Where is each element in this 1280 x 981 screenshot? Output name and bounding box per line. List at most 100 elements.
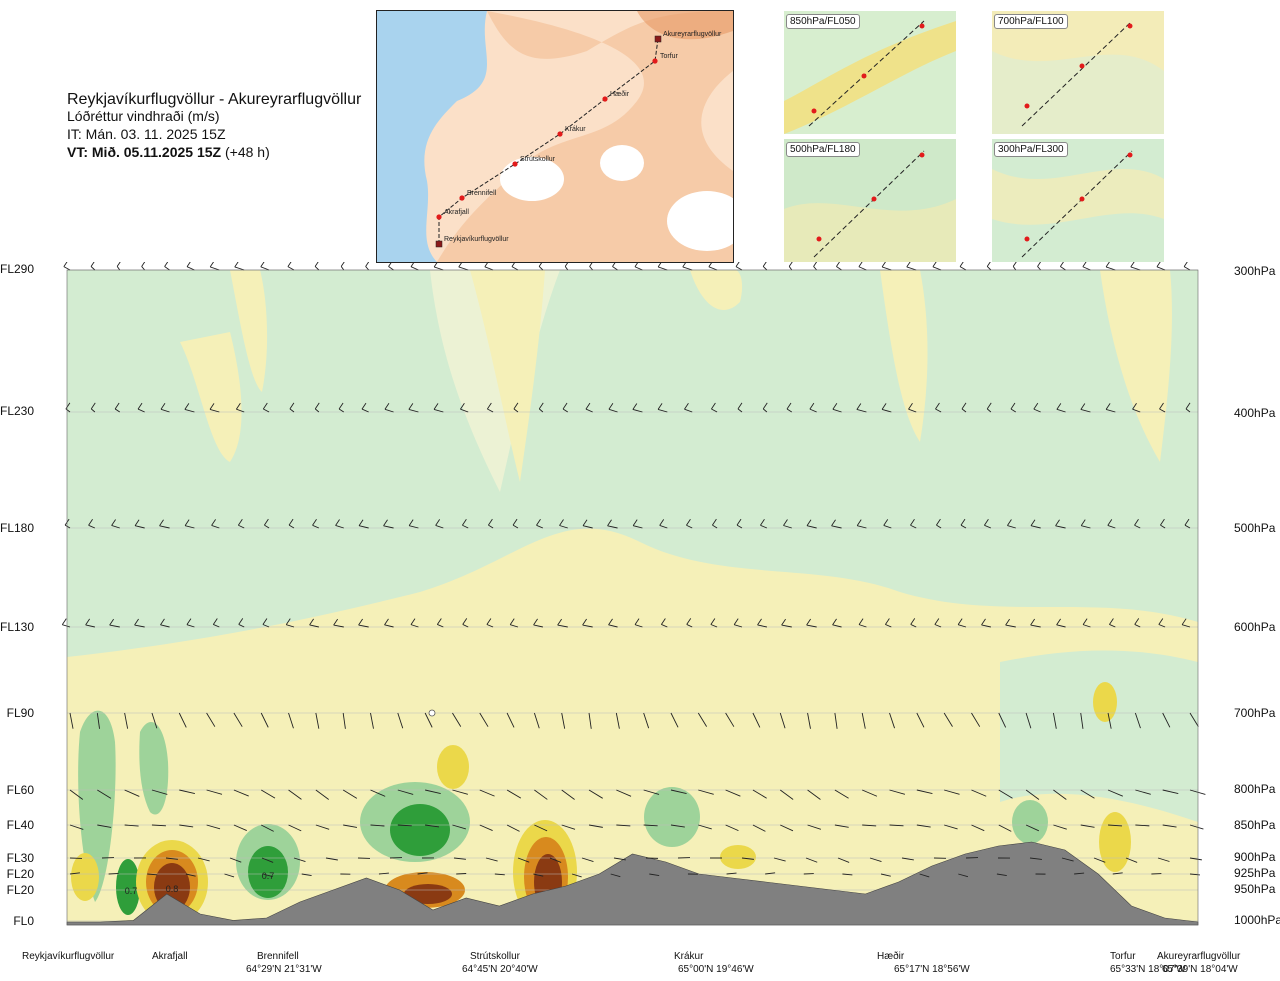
wind-barb [998, 789, 1013, 799]
wind-barb [762, 408, 768, 413]
wind-barb [919, 873, 930, 878]
wind-barb [1109, 624, 1116, 628]
wind-barb [780, 824, 794, 832]
location-name: Brennifell [257, 951, 299, 962]
wind-barb-feather [708, 262, 713, 268]
wind-barb-feather [1130, 262, 1135, 268]
wind-barb-feather [1109, 618, 1114, 625]
wind-barb-feather [235, 402, 241, 410]
wind-barb-feather [312, 519, 317, 526]
location-label: Krákur 65°00'N 19°46'W [674, 950, 754, 976]
wind-barb [315, 789, 329, 800]
wind-barb [484, 266, 494, 271]
wind-barb [582, 624, 593, 628]
wind-barb [734, 624, 743, 628]
wind-barb [260, 712, 269, 728]
wind-barb [185, 873, 196, 877]
wind-barb-feather [960, 518, 966, 526]
airport-marker [435, 240, 443, 248]
wind-barb-feather [1030, 519, 1036, 526]
wind-barb [916, 712, 925, 728]
wind-barb [288, 789, 302, 800]
wind-barb [1134, 624, 1141, 628]
wind-barb-feather [557, 618, 562, 626]
location-name: Strútskollur [470, 951, 521, 962]
fl-label: FL30 [6, 851, 34, 865]
wind-barb-feather [287, 262, 292, 267]
wind-barb [462, 524, 469, 529]
wind-barb [210, 266, 220, 271]
wind-barb [781, 624, 792, 628]
contour-band [230, 270, 268, 392]
wind-barb [160, 408, 170, 413]
wind-barb [384, 624, 394, 628]
wind-barb-feather [634, 262, 639, 267]
wind-barb [1107, 789, 1123, 797]
wind-barb [608, 624, 618, 628]
wind-barb [806, 525, 817, 529]
wind-barb [365, 266, 370, 271]
wind-barb-feather [711, 402, 716, 410]
wind-barb-feather [164, 262, 169, 267]
wind-barb-feather [484, 262, 489, 268]
mini-map-850: 850hPa/FL050 [784, 11, 956, 134]
wind-barb [1134, 712, 1141, 729]
wind-barb [958, 624, 967, 628]
wind-barb [65, 408, 71, 413]
wind-barb [832, 624, 842, 628]
fl-label: FL0 [13, 914, 34, 928]
wind-barb-feather [832, 618, 837, 626]
wind-barb [293, 857, 306, 863]
route-map: Akureyrarflugvöllur Torfur Hæðir Krákur Strú… [376, 10, 734, 263]
contour-band [470, 270, 545, 482]
wind-barb [209, 408, 220, 413]
run-time: IT: Mán. 03. 11. 2025 15Z [67, 126, 226, 142]
wind-barb-feather [781, 618, 786, 626]
wind-barb [559, 525, 568, 529]
waypoint-marker [436, 214, 442, 220]
wind-barb [452, 824, 467, 830]
wind-barb [185, 525, 195, 529]
wind-barb [1162, 824, 1177, 828]
wind-barb [97, 824, 112, 828]
wind-barb [1189, 712, 1199, 727]
wind-barb [534, 824, 548, 832]
wind-barb-feather [783, 519, 788, 526]
wind-barb [783, 525, 792, 529]
wind-barb [837, 857, 850, 863]
wind-barb [1135, 789, 1151, 795]
wind-barb-feather [559, 519, 564, 526]
wind-barb [409, 525, 419, 529]
pressure-label: 500hPa [1234, 521, 1276, 535]
wind-barb [779, 712, 786, 729]
wind-barb [533, 712, 540, 729]
wind-barb-feather [209, 403, 215, 410]
wind-barb [634, 266, 643, 271]
wind-barb-feather [333, 618, 339, 626]
wind-barb-feather [737, 402, 743, 410]
fl-label: FL230 [0, 404, 35, 418]
wind-barb [834, 789, 849, 799]
location-label: Brennifell 64°29'N 21°31'W [246, 950, 322, 976]
wind-barb [370, 824, 385, 827]
wind-barb [698, 789, 714, 795]
wind-barb [506, 824, 520, 832]
contour-band [437, 745, 469, 789]
location-label: Akrafjall [152, 950, 188, 963]
wind-barb-feather [1082, 262, 1087, 267]
wind-barb-feather [957, 618, 963, 625]
wind-barb [1159, 408, 1166, 413]
wind-barb [1056, 408, 1066, 413]
wind-barb [643, 712, 650, 729]
location-coord: 65°39'N 18°04'W [1162, 964, 1238, 975]
pressure-label: 300hPa [1234, 264, 1276, 278]
wind-barb [1055, 525, 1066, 529]
location-coord: 65°33'N 18°07'W [1110, 964, 1186, 975]
wind-barb [536, 524, 544, 529]
wind-barb [935, 408, 942, 413]
wind-barb [633, 525, 643, 529]
wind-barb [607, 525, 618, 529]
mini-map-500: 500hPa/FL180 [784, 139, 956, 262]
wind-barb [1183, 266, 1191, 271]
wind-barb [760, 524, 768, 529]
